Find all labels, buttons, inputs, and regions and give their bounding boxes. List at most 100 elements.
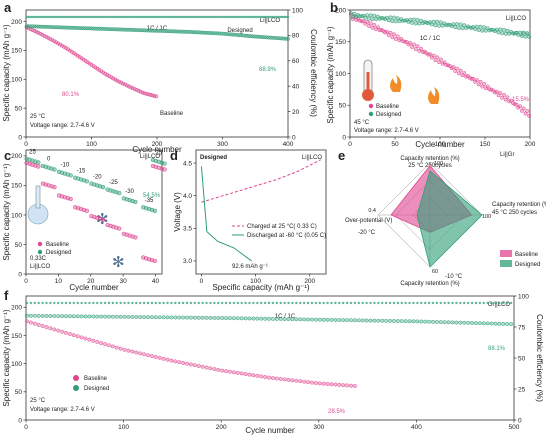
ce-point	[190, 15, 193, 19]
ce-point	[276, 15, 280, 19]
y-tick-label: 100	[11, 77, 22, 84]
ce-point	[72, 15, 76, 19]
designed-point	[470, 321, 474, 325]
ce-point	[68, 301, 72, 305]
panel-e: e Li||Gr Capacity retention (%) 25 °C 25…	[338, 148, 546, 287]
designed-point	[213, 31, 218, 36]
ce-point	[178, 301, 181, 305]
designed-point	[115, 27, 119, 32]
designed-point	[40, 313, 45, 318]
baseline-point	[438, 57, 443, 62]
baseline-point	[375, 25, 380, 30]
ce-point	[302, 301, 306, 305]
designed-point	[170, 29, 175, 34]
baseline-point	[419, 46, 424, 51]
designed-point	[42, 24, 47, 29]
designed-point	[282, 36, 287, 41]
designed-point	[456, 26, 461, 30]
ce-point	[271, 15, 274, 19]
designed-point	[368, 13, 373, 18]
ce-point	[70, 15, 74, 19]
designed-point	[181, 29, 186, 34]
ce-point	[279, 301, 282, 305]
designed-point	[162, 29, 167, 33]
panel-f-ylabel: Specific capacity (mAh g⁻¹)	[2, 309, 11, 406]
y2-tick-label: 25	[518, 386, 526, 393]
baseline-point	[298, 379, 303, 384]
designed-point	[181, 315, 186, 320]
baseline-point	[105, 73, 110, 77]
designed-point	[113, 27, 118, 32]
ce-point	[58, 15, 62, 19]
designed-point	[258, 34, 263, 39]
baseline-point	[410, 45, 415, 49]
designed-point	[150, 28, 155, 33]
designed-point	[60, 25, 64, 30]
designed-point	[458, 22, 463, 27]
panel-c-letter: c	[4, 148, 11, 163]
designed-point	[523, 34, 528, 39]
designed-point	[209, 31, 214, 36]
designed-point	[455, 22, 460, 27]
panel-e-axis-bottom: Capacity retention (%)	[400, 281, 459, 287]
ce-point	[219, 15, 223, 19]
ce-point	[188, 15, 191, 19]
y-tick-label: 3.0	[183, 258, 192, 265]
designed-point	[341, 318, 346, 323]
baseline-point	[352, 384, 357, 388]
designed-point	[243, 316, 248, 321]
designed-point	[477, 321, 482, 326]
designed-point	[481, 321, 486, 326]
baseline-point	[36, 322, 41, 327]
designed-point	[500, 31, 505, 36]
designed-point	[282, 317, 287, 322]
ce-point	[98, 15, 101, 19]
flame-icon	[428, 87, 440, 104]
designed-point	[302, 317, 307, 322]
ce-point	[35, 15, 38, 19]
baseline-point	[64, 330, 68, 335]
baseline-point	[165, 357, 170, 362]
panel-d-marks: 0 100 200 3.0 3.5 4.0 4.5	[183, 159, 321, 285]
designed-point	[415, 319, 420, 324]
panel-b-ylabel: Specific capacity (mAh g⁻¹)	[326, 26, 335, 123]
y-tick-label: 4.0	[183, 193, 192, 200]
panel-a-designed-retention: 88.9%	[259, 67, 277, 73]
ce-point	[256, 301, 259, 305]
ce-point	[206, 15, 209, 19]
baseline-point	[243, 372, 248, 377]
designed-point	[130, 27, 135, 32]
baseline-point	[471, 76, 476, 81]
ce-point	[200, 15, 203, 19]
designed-point	[95, 314, 100, 319]
designed-point	[40, 24, 45, 29]
designed-point	[68, 173, 73, 178]
designed-point	[84, 179, 90, 184]
designed-point	[62, 25, 66, 30]
baseline-point	[341, 383, 346, 388]
panel-c-designed-retention: 54.5%	[143, 193, 161, 199]
designed-point	[52, 167, 57, 172]
designed-point	[429, 22, 434, 27]
x-tick-label: 100	[435, 141, 446, 148]
designed-point	[188, 315, 193, 320]
designed-point	[156, 28, 161, 33]
ce-point	[216, 15, 219, 19]
designed-point	[235, 316, 240, 321]
baseline-point	[431, 53, 436, 58]
ce-point	[361, 301, 364, 305]
designed-point	[32, 24, 37, 29]
ce-point	[265, 15, 268, 19]
designed-point	[217, 31, 222, 36]
designed-point	[193, 30, 198, 35]
baseline-point	[52, 185, 57, 190]
temperature-label: -20	[93, 174, 102, 180]
baseline-point	[498, 91, 503, 96]
ce-point	[463, 301, 466, 305]
designed-point	[284, 36, 288, 41]
y-tick-label: 200	[11, 19, 22, 26]
designed-point	[345, 318, 350, 323]
baseline-point	[455, 66, 460, 71]
baseline-point	[111, 76, 116, 81]
radar-tick-label: 100	[482, 214, 491, 220]
